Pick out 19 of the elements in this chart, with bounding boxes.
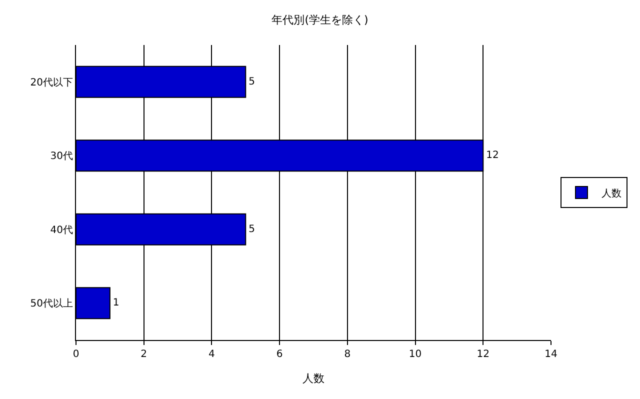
x-tick-label: 0	[72, 349, 80, 360]
chart-title: 年代別(学生を除く)	[272, 14, 368, 27]
x-tick-label: 2	[140, 349, 148, 360]
data-label: 12	[486, 150, 499, 162]
y-tick-label: 20代以下	[30, 76, 73, 88]
x-tick-label: 8	[344, 349, 351, 360]
data-label: 1	[112, 298, 120, 309]
x-tick-label: 4	[208, 349, 215, 360]
legend-label: 人数	[602, 188, 622, 200]
data-label: 5	[248, 224, 256, 235]
y-tick-label: 50代以上	[30, 298, 73, 310]
x-tick-label: 12	[476, 349, 490, 360]
data-label: 5	[248, 76, 256, 88]
y-tick-label: 40代	[50, 224, 73, 236]
x-tick-label: 6	[276, 349, 283, 360]
y-tick-label: 30代	[50, 151, 73, 162]
x-tick-label: 14	[544, 349, 558, 360]
x-axis-title: 人数	[302, 372, 324, 386]
x-tick-label: 10	[408, 349, 422, 360]
